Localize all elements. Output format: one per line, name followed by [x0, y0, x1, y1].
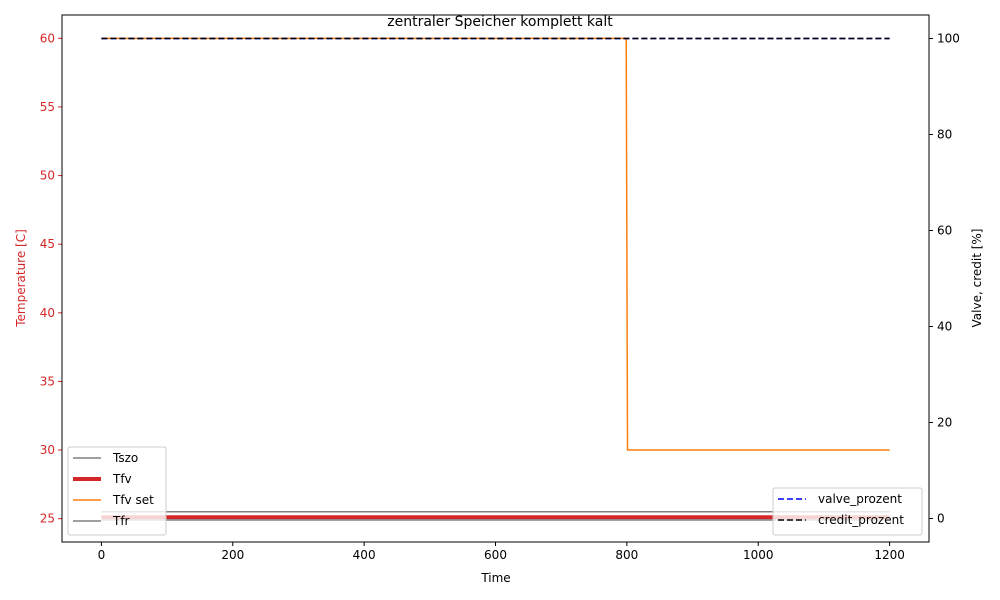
- x-tick-label: 800: [615, 548, 638, 562]
- y-tick-label-left: 40: [40, 306, 55, 320]
- x-tick-label: 0: [98, 548, 106, 562]
- y-tick-label-left: 45: [40, 237, 55, 251]
- legend-left-items: Tszo Tfv Tfv set Tfr: [73, 451, 154, 528]
- plot-frame: [61, 14, 930, 543]
- legend-label-valve-prozent: valve_prozent: [818, 492, 902, 506]
- y-tick-label-right: 20: [937, 415, 952, 429]
- x-tick-label: 600: [484, 548, 507, 562]
- y-axis-label-right: Valve, credit [%]: [970, 229, 984, 328]
- legend-right: valve_prozent credit_prozent: [772, 487, 923, 536]
- legend-left: Tszo Tfv Tfv set Tfr: [67, 446, 167, 536]
- legend-label-tfr: Tfr: [112, 514, 130, 528]
- y-axis-label-left: Temperature [C]: [14, 229, 28, 328]
- y-tick-label-left: 50: [40, 169, 55, 183]
- legend-right-items: valve_prozent credit_prozent: [778, 492, 904, 527]
- y-tick-label-left: 30: [40, 443, 55, 457]
- y-tick-label-right: 0: [937, 511, 945, 525]
- x-tick-label: 1000: [743, 548, 774, 562]
- y-tick-label-left: 60: [40, 31, 55, 45]
- legend-label-tfv-set: Tfv set: [112, 493, 154, 507]
- y-tick-label-left: 35: [40, 374, 55, 388]
- legend-label-tszo: Tszo: [112, 451, 138, 465]
- y-tick-label-right: 100: [937, 32, 960, 46]
- chart-title: zentraler Speicher komplett kalt: [387, 14, 613, 30]
- legend-left-box: [67, 446, 167, 536]
- ticks-layer: 0 200 400 600 800 1000 12002530354045505560020…: [40, 31, 960, 562]
- y-tick-label-left: 55: [40, 100, 55, 114]
- legend-right-box: [772, 487, 923, 536]
- x-tick-label: 200: [221, 548, 244, 562]
- plot-area: [62, 15, 929, 542]
- legend-label-tfv: Tfv: [112, 472, 132, 486]
- y-tick-label-right: 40: [937, 319, 952, 333]
- x-tick-label: 400: [353, 548, 376, 562]
- y-tick-label-right: 80: [937, 128, 952, 142]
- y-tick-label-right: 60: [937, 224, 952, 238]
- series-layer: [101, 37, 890, 521]
- x-axis-label: Time: [480, 571, 510, 585]
- legend-label-credit-prozent: credit_prozent: [818, 513, 904, 527]
- x-tick-label: 1200: [874, 548, 905, 562]
- y-tick-label-left: 25: [40, 512, 55, 526]
